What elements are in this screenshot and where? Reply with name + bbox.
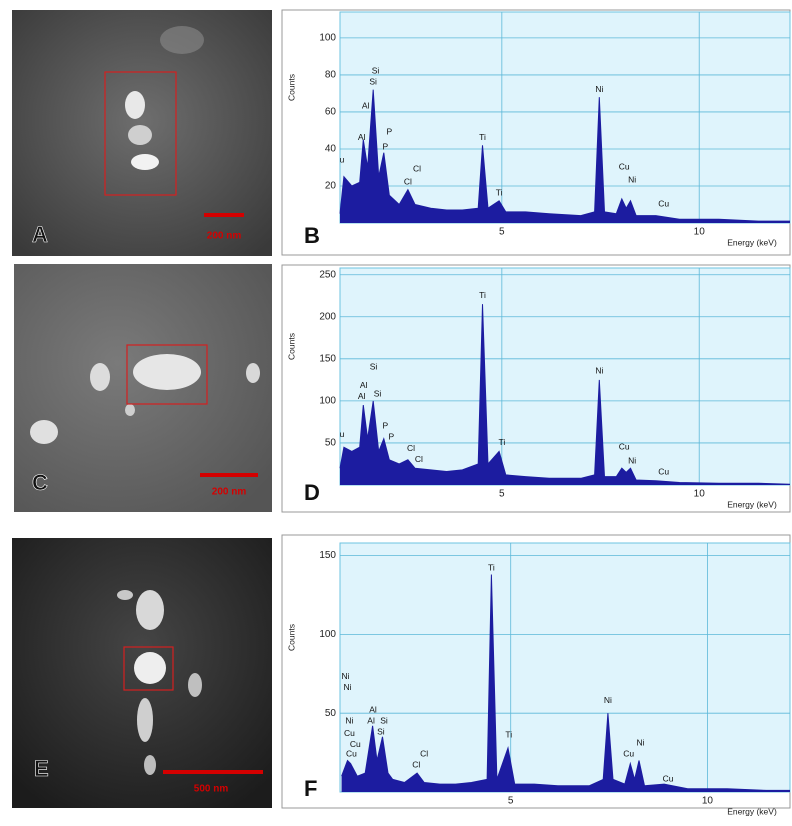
peak-label: P [387,127,393,137]
peak-label: Cl [413,164,421,174]
y-tick-label: 80 [325,70,337,81]
y-tick-label: 200 [319,311,336,322]
y-tick-label: 100 [319,629,336,640]
peak-label: Cu [663,774,674,784]
peak-label: Si [372,65,380,75]
peak-label: Al [360,380,368,390]
peak-label: u [340,429,345,439]
peak-label: u [340,154,345,164]
x-tick-label: 5 [499,227,505,238]
peak-label: Ni [343,682,351,692]
y-tick-label: 40 [325,144,337,155]
peak-label: P [383,420,389,430]
peak-label: Ti [505,730,512,740]
peak-label: Ni [345,715,353,725]
peak-label: Ni [637,737,645,747]
peak-label: Cu [350,739,361,749]
peak-label: Ti [479,290,486,300]
scale-label: 200 nm [212,487,247,498]
y-tick-label: 50 [325,708,337,719]
x-tick-label: 10 [694,489,706,500]
peak-label: Ti [488,562,495,572]
micrograph [12,538,272,808]
y-axis-label: Counts [286,74,296,101]
spectrum-fill [341,574,790,792]
peak-label: Cu [619,162,630,172]
panel-letter: E [34,756,49,781]
peak-label: Cu [658,467,669,477]
peak-label: Al [369,704,377,714]
peak-label: Ni [628,456,636,466]
y-tick-label: 50 [325,438,337,449]
scale-label: 200 nm [207,231,242,242]
x-axis-label: Energy (keV) [727,806,777,816]
x-tick-label: 10 [694,227,706,238]
peak-label: Cl [407,443,415,453]
panel-letter: F [304,776,317,801]
x-tick-label: 5 [508,796,514,807]
panel-letter: A [32,222,48,247]
peak-label: Ni [628,175,636,185]
peak-label: Al [358,132,366,142]
peak-label: Al [367,715,375,725]
plot-area [339,11,791,224]
plot-area [339,542,791,793]
peak-label: Cu [619,441,630,451]
y-tick-label: 250 [319,269,336,280]
y-tick-label: 60 [325,107,337,118]
y-tick-label: 100 [319,33,336,44]
peak-label: Ti [479,132,486,142]
y-tick-label: 100 [319,396,336,407]
peak-label: Ti [496,188,503,198]
plot-area [339,267,791,486]
peak-label: P [388,431,394,441]
peak-label: Cl [412,759,420,769]
peak-label: Cu [346,748,357,758]
y-axis-label: Counts [286,333,296,360]
micrograph [14,264,272,512]
peak-label: Ni [595,366,603,376]
y-tick-label: 150 [319,550,336,561]
peak-label: P [383,141,389,151]
peak-label: Cl [420,748,428,758]
x-axis-label: Energy (keV) [727,499,777,509]
scale-label: 500 nm [194,784,229,795]
x-tick-label: 10 [702,796,714,807]
micrograph [12,10,272,256]
peak-label: Si [380,715,388,725]
panel-letter: C [32,470,48,495]
y-axis-label: Counts [286,624,296,651]
y-tick-label: 150 [319,353,336,364]
peak-label: Cl [415,454,423,464]
x-tick-label: 5 [499,489,505,500]
panel-letter: B [304,223,320,248]
panel-letter: D [304,480,320,505]
peak-label: Cu [623,748,634,758]
peak-label: Al [362,101,370,111]
peak-label: Si [370,361,378,371]
peak-label: Cu [344,728,355,738]
peak-label: Cl [404,177,412,187]
spectrum-fill [340,89,790,223]
x-axis-label: Energy (keV) [727,237,777,247]
peak-label: Si [377,726,385,736]
peak-label: Ni [595,84,603,94]
peak-label: Al [358,391,366,401]
peak-label: Ti [498,437,505,447]
y-tick-label: 20 [325,181,337,192]
spectrum-fill [340,304,790,485]
peak-label: Ni [341,671,349,681]
peak-label: Ni [604,695,612,705]
peak-label: Si [374,388,382,398]
peak-label: Cu [658,199,669,209]
peak-label: Si [369,77,377,87]
